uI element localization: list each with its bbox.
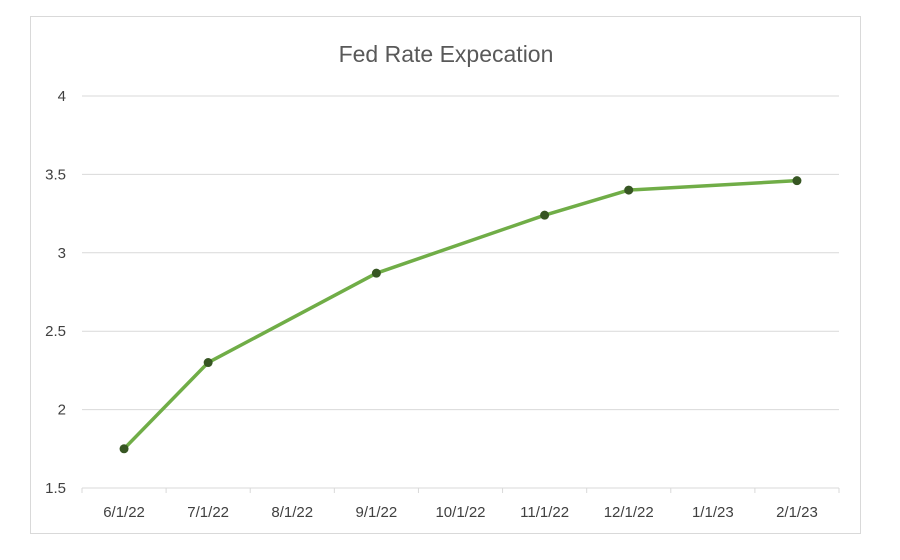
x-tick-label: 6/1/22 bbox=[103, 504, 145, 521]
y-tick-label: 2 bbox=[58, 402, 66, 419]
y-tick-labels: 1.5 2 2.5 3 3.5 4 bbox=[45, 88, 66, 497]
chart-title: Fed Rate Expecation bbox=[339, 41, 554, 67]
x-tick-label: 9/1/22 bbox=[356, 504, 398, 521]
x-tick-labels: 6/1/22 7/1/22 8/1/22 9/1/22 10/1/22 11/1/22 12… bbox=[81, 488, 840, 521]
data-point-marker bbox=[119, 444, 129, 454]
series-layer bbox=[119, 176, 802, 454]
x-tick-label: 1/1/23 bbox=[692, 504, 734, 521]
x-tick-label: 11/1/22 bbox=[520, 504, 569, 521]
x-tick-label: 2/1/23 bbox=[776, 504, 818, 521]
data-point-marker bbox=[792, 176, 802, 186]
x-tick-label: 8/1/22 bbox=[271, 504, 313, 521]
y-tick-label: 3.5 bbox=[45, 166, 66, 183]
y-tick-label: 3 bbox=[58, 245, 66, 262]
chart-frame bbox=[30, 16, 861, 534]
x-tick-label: 10/1/22 bbox=[435, 504, 485, 521]
data-point-marker bbox=[203, 358, 213, 368]
series-line bbox=[122, 178, 799, 451]
y-tick-label: 2.5 bbox=[45, 323, 66, 340]
data-point-marker bbox=[624, 185, 634, 195]
x-tick-label: 12/1/22 bbox=[604, 504, 654, 521]
data-point-marker bbox=[540, 210, 550, 220]
x-tick-label: 7/1/22 bbox=[187, 504, 229, 521]
y-tick-label: 4 bbox=[58, 88, 66, 105]
data-point-marker bbox=[371, 268, 381, 278]
grid-layer bbox=[82, 95, 839, 489]
y-tick-label: 1.5 bbox=[45, 480, 66, 497]
